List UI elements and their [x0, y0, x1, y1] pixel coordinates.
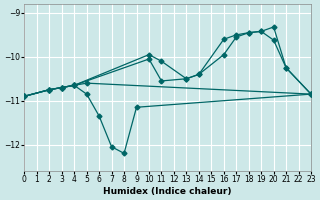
X-axis label: Humidex (Indice chaleur): Humidex (Indice chaleur)	[103, 187, 232, 196]
